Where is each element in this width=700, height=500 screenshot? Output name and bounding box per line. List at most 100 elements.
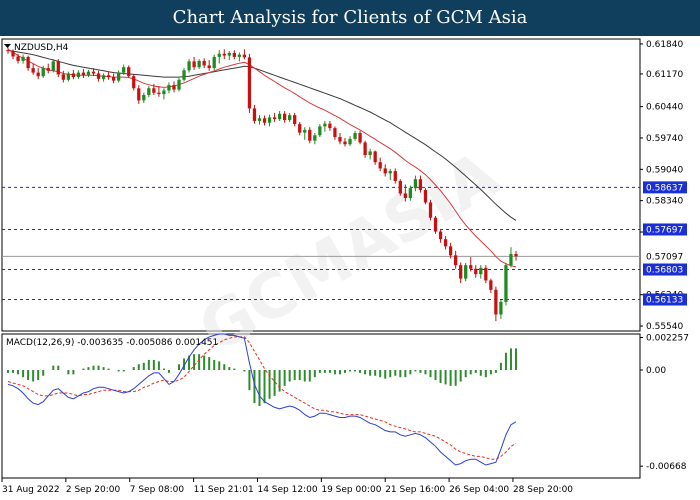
time-tick-label: 28 Sep 20:00 xyxy=(513,485,573,495)
candle xyxy=(217,50,221,64)
candle-body xyxy=(247,57,252,109)
candle-body xyxy=(257,118,262,121)
candle-body xyxy=(393,171,397,181)
candle xyxy=(192,56,196,70)
candle-body xyxy=(117,72,121,81)
candle-body xyxy=(328,123,332,129)
candle-body xyxy=(86,71,91,76)
candle-body xyxy=(398,180,402,194)
candle-body xyxy=(479,267,483,275)
candle xyxy=(127,65,131,78)
candle xyxy=(428,199,433,221)
candle xyxy=(157,86,161,97)
candle-body xyxy=(333,128,337,138)
candle xyxy=(91,68,96,77)
candle xyxy=(343,137,347,147)
price-tick-label: 0.59040 xyxy=(646,165,683,175)
candle xyxy=(172,81,176,93)
candle-body xyxy=(66,73,70,80)
candle xyxy=(11,49,15,60)
candle-body xyxy=(217,53,221,57)
level-price-label-bg xyxy=(643,293,687,306)
symbol-menu-icon[interactable] xyxy=(4,44,11,48)
candle-body xyxy=(494,289,498,315)
candle-body xyxy=(433,217,438,232)
candle-body xyxy=(127,67,131,77)
candle xyxy=(222,49,226,60)
candle-body xyxy=(338,137,342,142)
candle xyxy=(247,53,252,113)
candle-body xyxy=(31,68,35,73)
candle-body xyxy=(408,188,413,198)
price-axis: 0.61840 0.61170 0.60440 0.59740 0.59040 0.583… xyxy=(640,40,687,332)
candle xyxy=(167,82,171,94)
candle xyxy=(277,111,282,121)
candle xyxy=(36,68,40,80)
candle-body xyxy=(56,61,60,75)
candle xyxy=(454,250,458,269)
candle xyxy=(443,236,448,250)
candle-body xyxy=(71,73,76,78)
candle xyxy=(484,265,488,284)
candle xyxy=(177,77,181,92)
candle-body xyxy=(428,202,433,218)
candle xyxy=(162,88,166,100)
candle xyxy=(152,83,156,95)
macd-histogram xyxy=(7,348,517,406)
candle-body xyxy=(122,67,126,73)
candle-body xyxy=(111,77,116,81)
candle xyxy=(368,148,372,160)
fast-moving-average-line xyxy=(7,48,517,268)
candle xyxy=(257,115,262,125)
candle xyxy=(408,185,413,201)
candle-body xyxy=(418,179,423,190)
time-tick-label: 2 Sep 20:00 xyxy=(66,485,121,495)
candles xyxy=(6,47,518,322)
candle xyxy=(61,70,65,83)
price-tick-label: 0.61840 xyxy=(646,40,683,50)
candle xyxy=(353,130,357,141)
candle xyxy=(318,124,322,138)
candle-body xyxy=(489,280,493,290)
candle-body xyxy=(358,133,362,143)
candle-body xyxy=(318,126,322,136)
candle xyxy=(333,126,337,140)
candle xyxy=(459,262,463,284)
candle-body xyxy=(373,151,377,163)
slow-moving-average-line xyxy=(7,49,517,221)
candle-body xyxy=(16,56,20,61)
candle xyxy=(272,112,277,122)
candle-body xyxy=(448,246,453,256)
candle xyxy=(242,49,247,60)
candle xyxy=(358,130,362,145)
candle xyxy=(509,247,513,268)
level-price-label: 0.57697 xyxy=(646,225,683,235)
candle-body xyxy=(187,61,191,71)
moving-averages xyxy=(7,48,517,268)
time-tick-label: 26 Sep 04:00 xyxy=(449,485,509,495)
candle xyxy=(494,286,498,322)
candle xyxy=(31,63,35,75)
time-tick-label: 21 Sep 16:00 xyxy=(385,485,445,495)
candle-body xyxy=(142,94,146,101)
time-tick-label: 19 Sep 00:00 xyxy=(321,485,381,495)
candle-body xyxy=(91,71,96,74)
candle-body xyxy=(137,88,141,101)
candle xyxy=(137,85,141,104)
candle-body xyxy=(36,72,40,77)
candle-body xyxy=(282,113,287,121)
candle xyxy=(76,70,81,79)
candle xyxy=(464,262,468,282)
macd-lines xyxy=(7,333,517,466)
candle xyxy=(147,86,151,98)
candle-body xyxy=(484,267,488,281)
macd-panel-frame xyxy=(1,333,641,479)
page-title: Chart Analysis for Clients of GCM Asia xyxy=(0,0,700,36)
candle-body xyxy=(157,92,161,95)
candle xyxy=(106,71,111,80)
candle-body xyxy=(162,90,166,95)
main-panel-frame xyxy=(1,38,641,332)
candle-body xyxy=(212,56,216,69)
candle xyxy=(282,111,287,123)
candle-body xyxy=(378,162,382,169)
